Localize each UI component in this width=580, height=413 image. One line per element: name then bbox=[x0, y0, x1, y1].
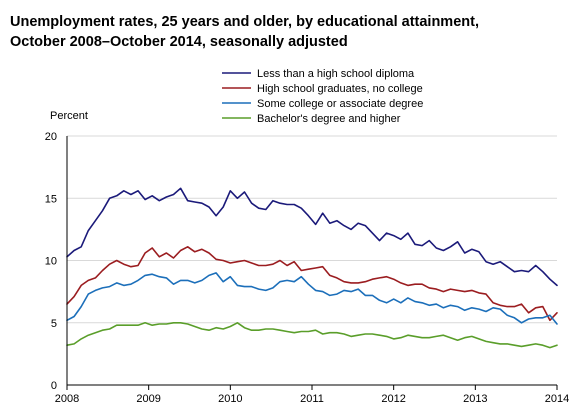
x-tick-label: 2014 bbox=[545, 393, 569, 405]
x-tick-label: 2010 bbox=[218, 393, 242, 405]
y-tick-label: 0 bbox=[51, 380, 57, 392]
chart-title: Unemployment rates, 25 years and older, … bbox=[10, 14, 479, 50]
y-tick-label: 20 bbox=[45, 131, 57, 143]
legend-label: High school graduates, no college bbox=[257, 83, 423, 95]
series-lines bbox=[66, 187, 558, 349]
x-tick-label: 2012 bbox=[381, 393, 405, 405]
series-line bbox=[66, 187, 558, 287]
y-tick-label: 10 bbox=[45, 256, 57, 268]
x-tick-label: 2011 bbox=[300, 393, 324, 405]
y-tick-label: 5 bbox=[51, 318, 57, 330]
x-tick-label: 2009 bbox=[136, 393, 160, 405]
grid-lines bbox=[67, 135, 557, 324]
series-line bbox=[66, 246, 558, 322]
legend: Less than a high school diploma High scho… bbox=[222, 68, 423, 125]
x-tick-label: 2013 bbox=[463, 393, 487, 405]
series-line bbox=[66, 272, 558, 325]
legend-label: Less than a high school diploma bbox=[257, 68, 415, 80]
y-tick-label: 15 bbox=[45, 193, 57, 205]
y-axis-label: Percent bbox=[50, 110, 88, 122]
axes: 0 5 10 15 20 2008 2009 2010 2011 2012 2013 2014 bbox=[45, 131, 569, 405]
x-tick-label: 2008 bbox=[55, 393, 79, 405]
legend-label: Bachelor's degree and higher bbox=[257, 113, 401, 125]
series-line bbox=[66, 321, 558, 349]
legend-label: Some college or associate degree bbox=[257, 98, 423, 110]
